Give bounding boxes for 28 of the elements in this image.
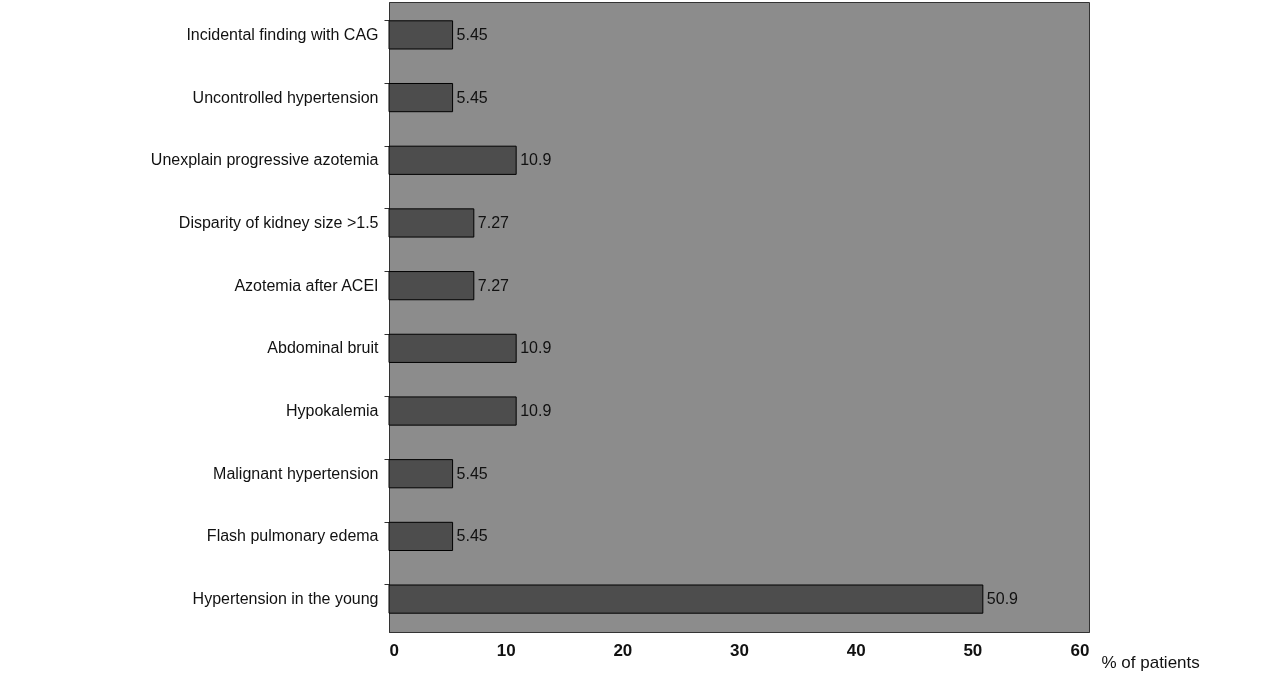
y-tick-label: Flash pulmonary edema	[206, 527, 379, 545]
data-label: 50.9	[986, 590, 1019, 608]
x-axis-title: % of patients	[1101, 652, 1200, 672]
x-tick-label: 0	[389, 640, 399, 660]
x-tick-label: 10	[496, 640, 516, 660]
y-tick-label: Unexplain progressive azotemia	[150, 151, 379, 169]
x-tick-label: 50	[963, 640, 983, 660]
data-label: 5.45	[456, 464, 488, 482]
y-tick-label: Hypertension in the young	[192, 590, 379, 608]
y-tick-label: Disparity of kidney size >1.5	[178, 213, 379, 231]
data-label: 10.9	[520, 402, 552, 420]
y-tick-label: Malignant hypertension	[213, 464, 379, 482]
x-tick-label: 30	[730, 640, 749, 660]
y-tick-label: Hypokalemia	[286, 402, 379, 420]
data-label: 5.45	[456, 25, 488, 43]
x-tick-label: 60	[1070, 640, 1090, 660]
y-tick-label: Abdominal bruit	[267, 339, 380, 357]
data-label: 5.45	[456, 527, 488, 545]
data-label: 10.9	[520, 339, 552, 357]
x-tick-label: 40	[846, 640, 866, 660]
data-label: 7.27	[477, 276, 510, 294]
y-tick-label: Incidental finding with CAG	[186, 25, 379, 43]
data-label: 5.45	[456, 88, 488, 106]
data-label: 7.27	[477, 213, 510, 231]
y-tick-label: Azotemia after ACEI	[234, 276, 379, 294]
data-label: 10.9	[520, 151, 552, 169]
x-tick-label: 20	[613, 640, 633, 660]
y-tick-label: Uncontrolled hypertension	[192, 88, 379, 106]
